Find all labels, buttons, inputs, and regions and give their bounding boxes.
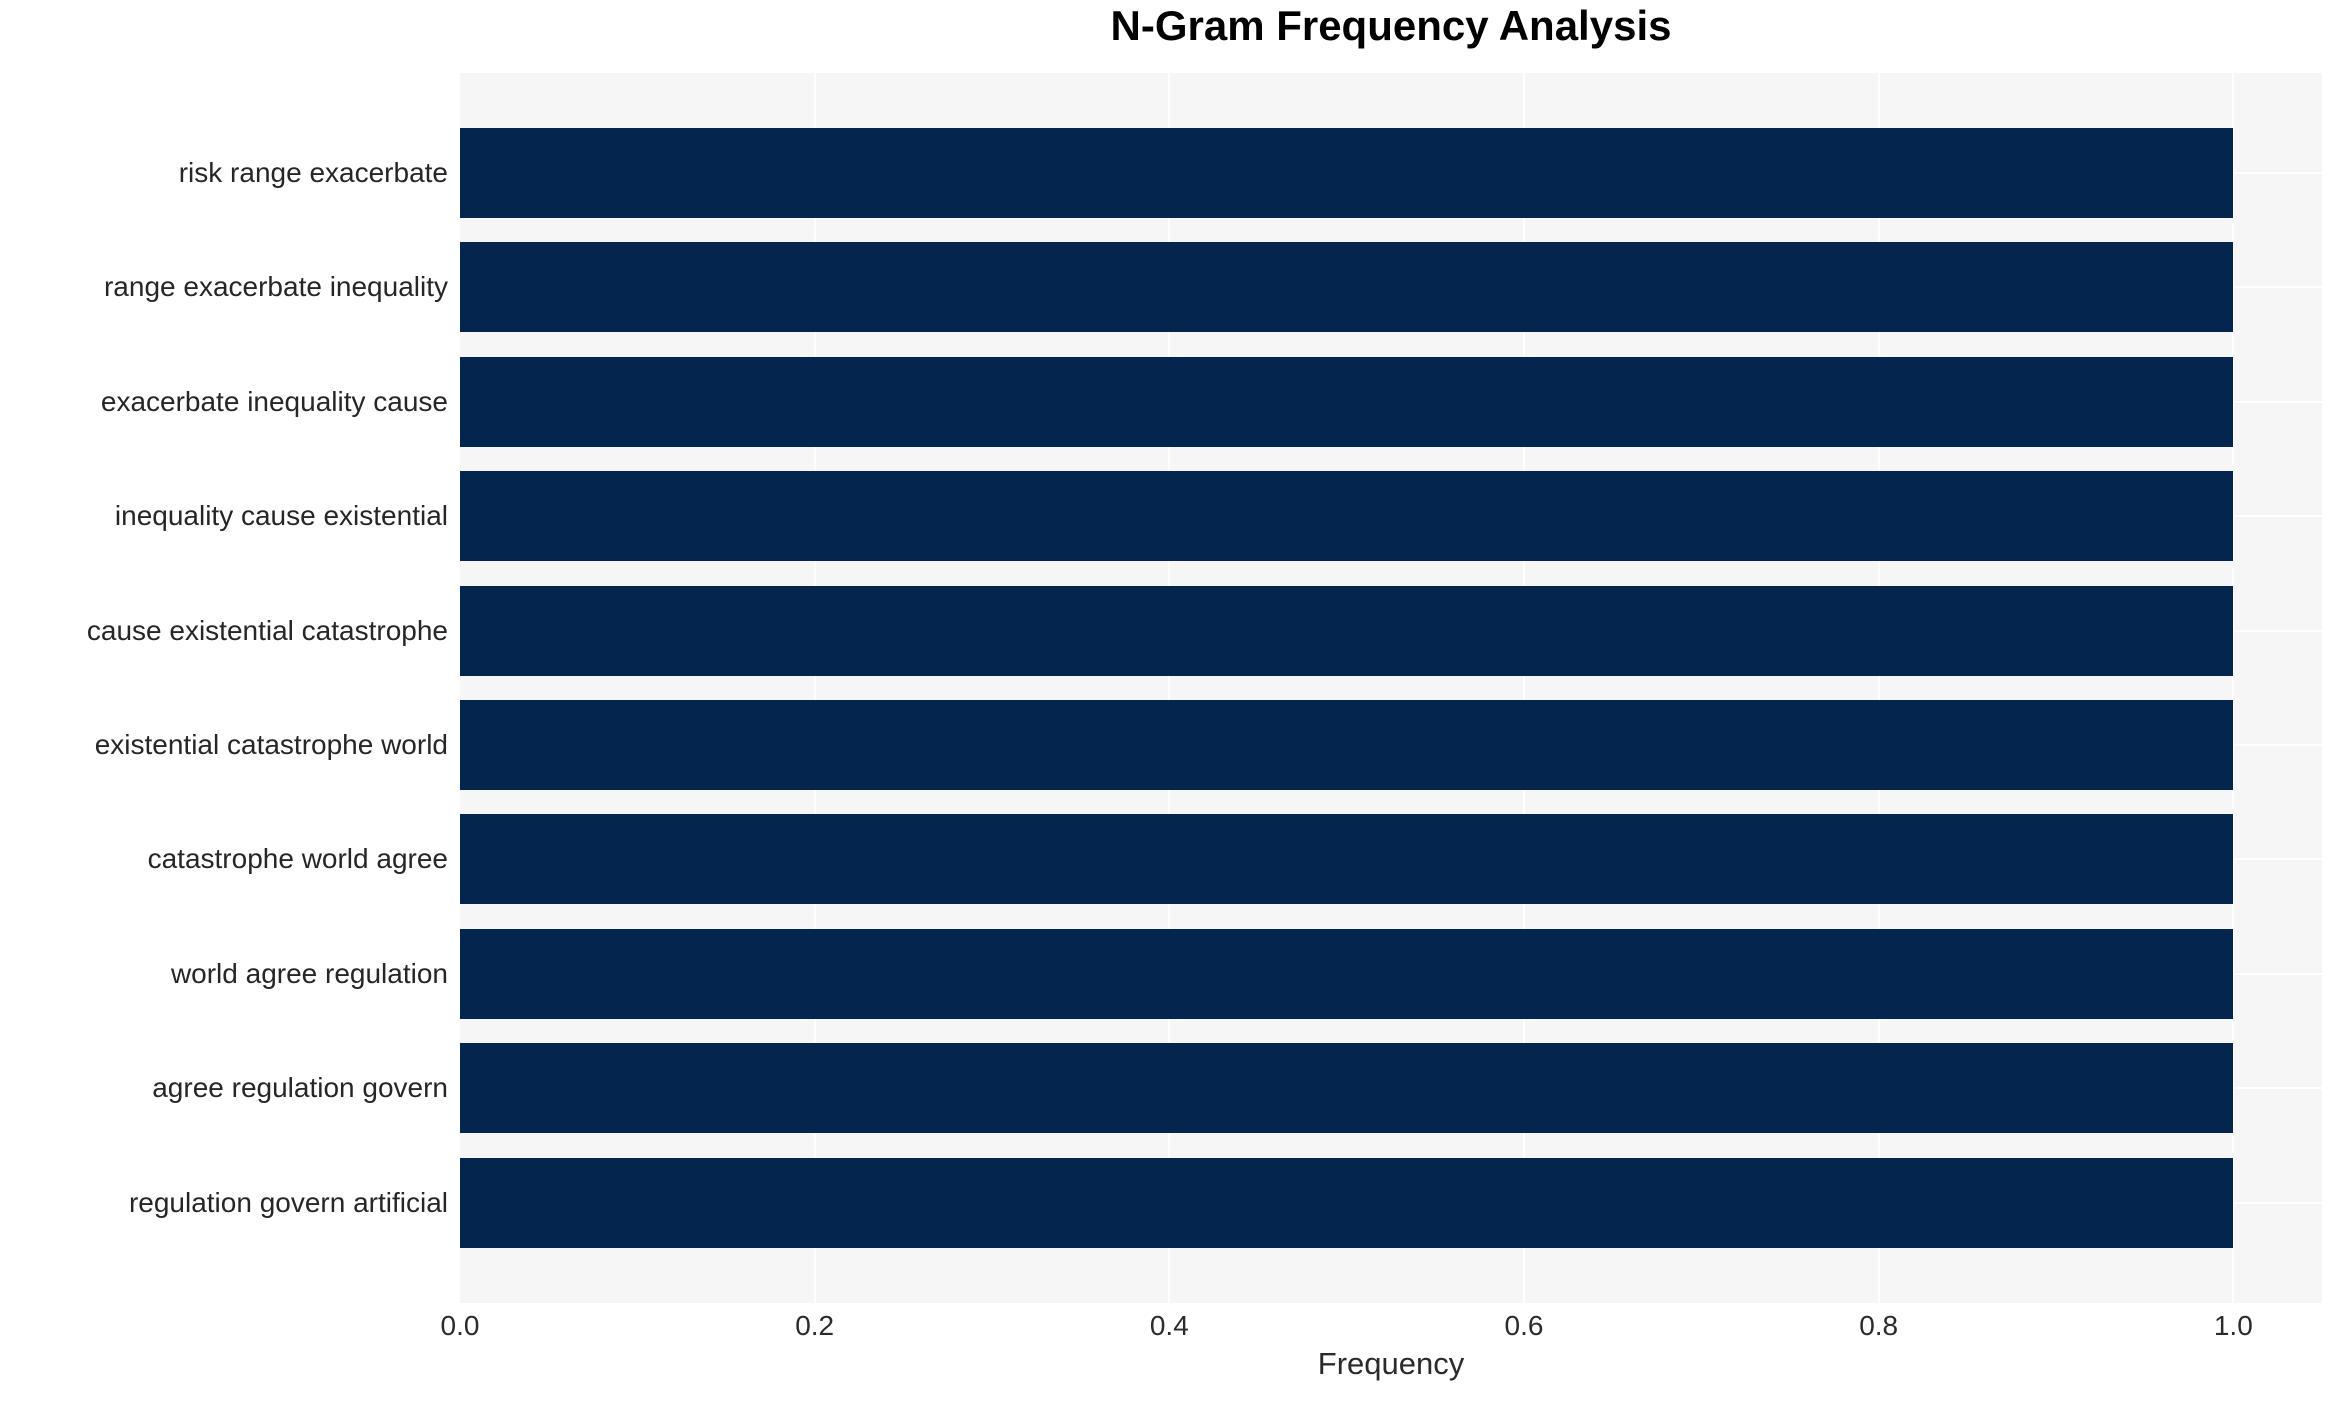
y-tick-label: inequality cause existential <box>114 500 448 532</box>
y-tick-label: agree regulation govern <box>152 1072 448 1104</box>
y-axis-labels: risk range exacerbate range exacerbate in… <box>0 73 460 1303</box>
plot-area <box>460 73 2322 1303</box>
x-tick-label: 0.8 <box>1859 1310 1899 1341</box>
y-tick-label: range exacerbate inequality <box>103 271 448 303</box>
chart-title: N-Gram Frequency Analysis <box>1110 2 1672 49</box>
bar <box>460 1157 2234 1248</box>
x-tick-label: 0.0 <box>440 1310 480 1341</box>
bar <box>460 814 2234 905</box>
bar <box>460 585 2234 676</box>
y-tick-label: risk range exacerbate <box>178 157 448 188</box>
x-gridline <box>1877 73 1880 1303</box>
x-tick-label: 0.6 <box>1504 1310 1544 1341</box>
bar <box>460 128 2234 218</box>
y-tick-label: world agree regulation <box>170 957 448 989</box>
y-tick-label: existential catastrophe world <box>94 729 448 760</box>
y-tick-label: catastrophe world agree <box>147 843 448 875</box>
x-tick-label: 1.0 <box>2213 1310 2253 1341</box>
y-tick-label: cause existential catastrophe <box>86 614 448 646</box>
x-gridline <box>813 73 816 1303</box>
bar <box>460 928 2234 1019</box>
bar <box>460 356 2234 447</box>
x-gridline <box>1523 73 1525 1303</box>
x-gridline <box>1168 73 1171 1303</box>
x-axis-ticks: 0.0 0.2 0.4 0.6 0.8 1.0 <box>441 1310 2322 1344</box>
x-axis-label: Frequency <box>1317 1346 1465 1381</box>
y-tick-label: regulation govern artificial <box>128 1186 448 1218</box>
bar <box>460 700 2234 790</box>
x-tick-label: 0.4 <box>1149 1310 1189 1341</box>
y-tick-label: exacerbate inequality cause <box>100 385 448 417</box>
bar <box>460 242 2234 333</box>
bar <box>460 1043 2234 1134</box>
x-gridline <box>2232 73 2235 1303</box>
bar <box>460 471 2234 562</box>
x-tick-label: 0.2 <box>795 1310 835 1341</box>
